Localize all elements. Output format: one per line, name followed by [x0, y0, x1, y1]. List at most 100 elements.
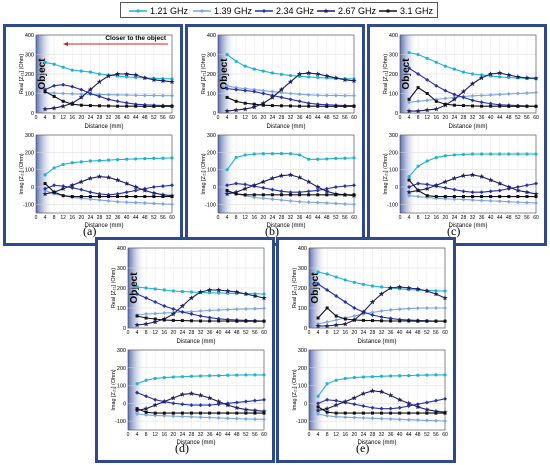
x-tick-label: 52 — [424, 330, 430, 336]
data-point — [389, 319, 393, 323]
data-point — [397, 417, 402, 422]
data-point — [60, 185, 66, 191]
data-point — [170, 104, 174, 108]
data-point — [425, 159, 429, 163]
legend-swatch — [379, 9, 397, 12]
data-point — [470, 190, 475, 195]
x-tick-label: 60 — [442, 330, 448, 336]
x-tick-label: 32 — [470, 115, 476, 121]
data-point — [534, 152, 538, 156]
x-tick-label: 20 — [443, 115, 449, 121]
y-tick-label: 0 — [395, 185, 398, 191]
data-point — [124, 71, 130, 77]
plot-frame — [35, 134, 173, 214]
data-point — [125, 104, 129, 108]
data-point — [88, 159, 92, 163]
x-tick-label: 20 — [79, 115, 85, 121]
data-point — [497, 180, 503, 186]
y-tick-label: 200 — [207, 150, 216, 156]
data-point — [252, 152, 256, 156]
data-point — [452, 103, 456, 107]
data-point — [470, 152, 475, 156]
data-point — [106, 97, 111, 102]
data-point — [189, 411, 193, 415]
data-point — [370, 411, 374, 415]
data-point — [179, 391, 186, 397]
x-axis-label: Distance (mm) — [448, 223, 487, 229]
data-point — [197, 392, 204, 398]
data-point — [524, 183, 529, 188]
x-tick-label: 4 — [44, 215, 47, 221]
data-point — [134, 157, 138, 161]
data-point — [161, 398, 167, 404]
data-point — [207, 315, 212, 320]
data-point — [170, 93, 174, 98]
data-point — [161, 104, 165, 108]
data-point — [416, 72, 421, 76]
data-point — [278, 86, 285, 92]
data-point — [70, 68, 74, 72]
data-point — [143, 405, 149, 411]
data-point — [160, 184, 165, 189]
x-tick-label: 0 — [308, 432, 311, 438]
data-point — [342, 398, 348, 404]
data-point — [443, 88, 448, 93]
data-point — [206, 287, 213, 293]
x-tick-label: 52 — [151, 115, 157, 121]
y-tick-label: -100 — [205, 202, 216, 208]
y-tick-label: -100 — [387, 202, 398, 208]
data-point — [207, 308, 212, 313]
data-point — [79, 187, 84, 192]
data-point — [260, 100, 266, 106]
data-point — [115, 199, 120, 204]
data-point — [397, 307, 402, 312]
x-tick-label: 12 — [333, 330, 339, 336]
x-tick-label: 40 — [306, 115, 312, 121]
data-point — [97, 94, 102, 99]
data-point — [142, 75, 148, 81]
data-point — [452, 67, 456, 71]
y-axis-label: Real [Z₂₁] (Ohm) — [111, 268, 117, 309]
data-point — [226, 373, 230, 377]
data-point — [325, 397, 330, 402]
data-point — [488, 198, 493, 203]
data-point — [171, 414, 176, 419]
data-point — [425, 373, 429, 377]
data-point — [252, 293, 258, 299]
x-tick-label: 52 — [243, 330, 249, 336]
data-point — [252, 407, 258, 413]
data-point — [125, 75, 129, 79]
plot-frame — [308, 247, 446, 329]
x-tick-label: 28 — [97, 215, 103, 221]
data-point — [479, 198, 484, 203]
data-point — [361, 375, 365, 379]
data-point — [424, 288, 430, 294]
data-point — [135, 292, 140, 296]
data-point — [252, 89, 257, 94]
data-point — [160, 192, 166, 198]
data-point — [289, 104, 293, 108]
x-tick-label: 36 — [388, 432, 394, 438]
data-point — [262, 306, 266, 311]
x-tick-label: 52 — [424, 432, 430, 438]
legend-item: 1.39 GHz — [193, 4, 252, 17]
data-point — [369, 388, 376, 394]
data-point — [379, 309, 384, 313]
x-tick-label: 32 — [379, 432, 385, 438]
data-point — [260, 179, 266, 185]
x-tick-label: 0 — [35, 215, 38, 221]
data-point — [189, 309, 194, 314]
data-point — [343, 300, 348, 304]
plot-frame — [217, 134, 355, 214]
data-point — [135, 407, 139, 411]
data-point — [79, 103, 83, 107]
data-point — [461, 95, 466, 100]
data-point — [180, 402, 185, 407]
y-tick-label: 100 — [207, 168, 216, 174]
y-tick-label: 200 — [389, 72, 398, 78]
data-point — [415, 286, 421, 292]
data-point — [288, 73, 293, 78]
x-tick-label: 16 — [342, 330, 348, 336]
data-point — [162, 311, 167, 315]
data-point — [70, 91, 75, 96]
